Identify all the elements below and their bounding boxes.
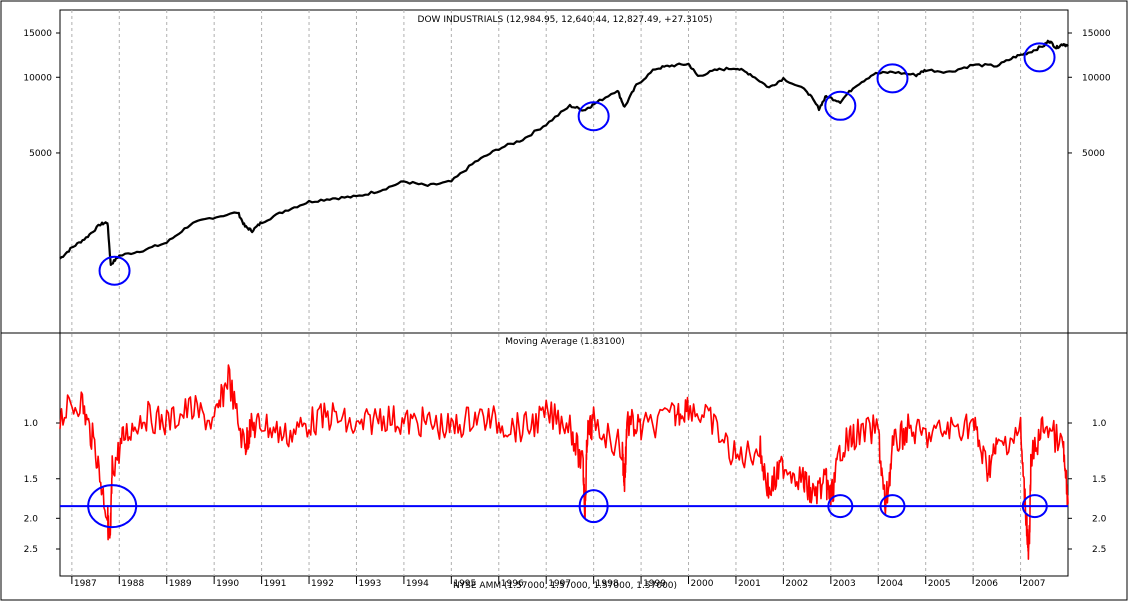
- x-tick-label: 1994: [406, 579, 429, 589]
- x-tick-label: 2004: [880, 579, 903, 589]
- bottom-annotation-circle: [827, 494, 854, 519]
- bottom-y-tick-label-right: 2.5: [1092, 545, 1106, 555]
- footer-indicator-label: NYSE AMM (1.57000, 1.57000, 1.57000, 1.5…: [453, 581, 677, 591]
- bottom-y-tick-label-left: 2.5: [24, 545, 38, 555]
- moving-average-series-line: [59, 364, 1069, 560]
- bottom-y-tick-label-right: 2.0: [1092, 514, 1107, 524]
- x-tick-label: 1996: [501, 579, 524, 589]
- x-tick-label: 1992: [311, 579, 334, 589]
- top-annotation-circle: [1023, 42, 1056, 73]
- bottom-y-axis: 1.0 1.0 1.5 1.5 2.0 2.0 2.5 2.5: [24, 419, 1107, 555]
- x-tick-label: 2003: [833, 579, 856, 589]
- top-y-tick-label-right: 10000: [1082, 73, 1111, 83]
- x-axis: 1987 1988 1989 1990 1991 1992 1993 1994 1995 1996…: [71, 576, 1046, 589]
- bottom-chart-title: Moving Average (1.83100): [505, 337, 624, 347]
- top-y-tick-label-right: 15000: [1082, 29, 1111, 39]
- plot-frame: [59, 9, 1069, 577]
- bottom-y-tick-label-right: 1.5: [1092, 475, 1106, 485]
- top-y-tick-label-left: 5000: [29, 149, 52, 159]
- bottom-y-tick-label-right: 1.0: [1092, 419, 1107, 429]
- top-annotation-circle: [98, 255, 131, 286]
- year-gridlines: [71, 10, 1022, 576]
- bottom-y-tick-label-left: 1.0: [24, 419, 39, 429]
- top-chart-title: DOW INDUSTRIALS (12,984.95, 12,640.44, 1…: [418, 15, 713, 25]
- x-tick-label: 1997: [548, 579, 571, 589]
- bottom-annotation-circle: [879, 494, 906, 519]
- x-tick-label: 2001: [738, 579, 761, 589]
- bottom-annotation-circle: [578, 489, 609, 524]
- top-y-tick-label-right: 5000: [1082, 149, 1105, 159]
- top-y-tick-label-left: 10000: [23, 73, 52, 83]
- annotation-circles: [87, 42, 1056, 529]
- x-tick-label: 2006: [975, 579, 998, 589]
- dow-series-line: [59, 39, 1069, 266]
- top-annotation-circle: [577, 101, 610, 132]
- top-y-tick-label-left: 15000: [23, 29, 52, 39]
- x-tick-label: 1995: [453, 579, 476, 589]
- x-tick-label: 2007: [1023, 579, 1046, 589]
- x-tick-label: 1993: [358, 579, 381, 589]
- x-tick-label: 1999: [643, 579, 666, 589]
- x-tick-label: 1989: [169, 579, 192, 589]
- x-tick-label: 2002: [785, 579, 808, 589]
- bottom-y-tick-label-left: 1.5: [24, 475, 38, 485]
- x-tick-label: 1990: [216, 579, 239, 589]
- x-tick-label: 1998: [596, 579, 619, 589]
- top-annotation-circle: [876, 63, 909, 94]
- top-y-axis: 5000 5000 10000 10000 15000 15000: [23, 29, 1111, 159]
- x-tick-label: 2005: [928, 579, 951, 589]
- x-tick-label: 2000: [691, 579, 714, 589]
- bottom-annotation-circle: [87, 484, 138, 529]
- x-tick-label: 1988: [121, 579, 144, 589]
- bottom-annotation-circle: [1021, 494, 1048, 519]
- x-tick-label: 1991: [264, 579, 287, 589]
- x-tick-label: 1987: [74, 579, 97, 589]
- top-annotation-circle: [824, 90, 857, 121]
- bottom-y-tick-label-left: 2.0: [24, 514, 39, 524]
